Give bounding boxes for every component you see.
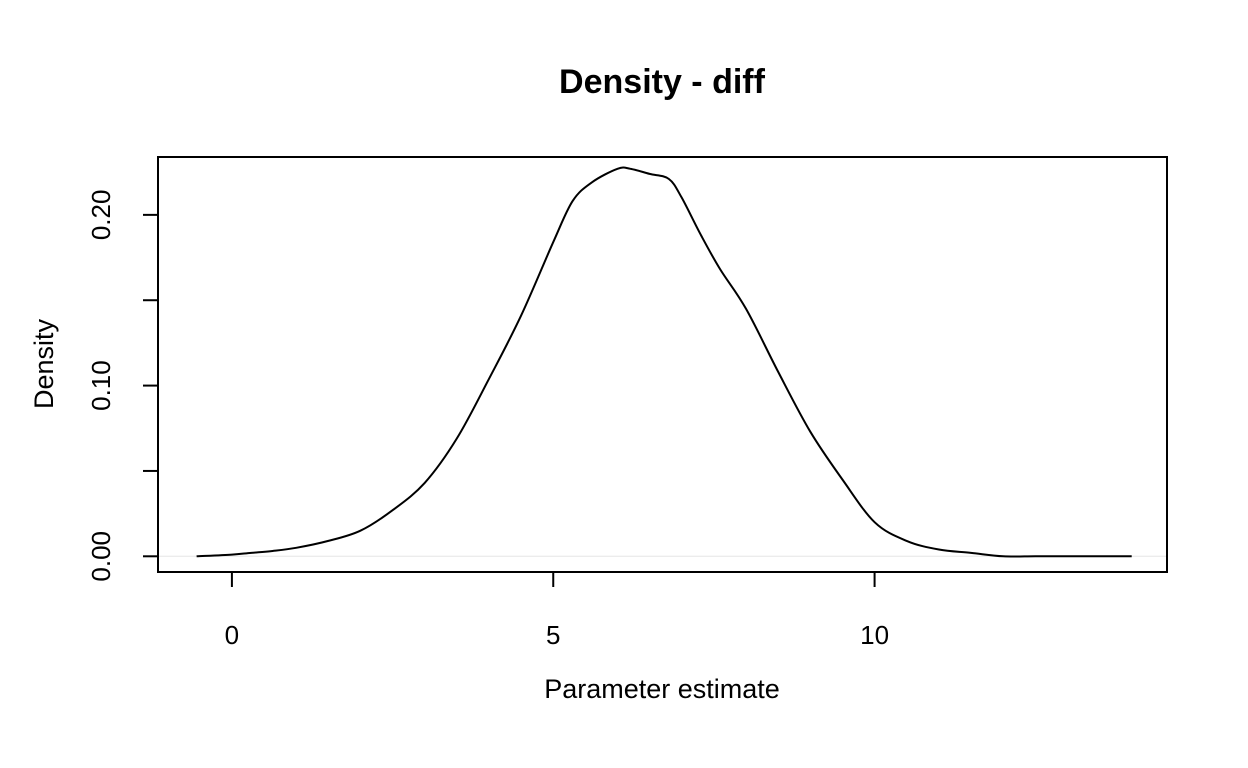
chart-title: Density - diff	[559, 63, 766, 101]
y-tick-label: 0.00	[86, 531, 116, 582]
x-axis-label: Parameter estimate	[544, 674, 780, 704]
x-tick-label: 10	[860, 620, 889, 650]
density-curve	[196, 166, 1132, 558]
y-axis-label: Density	[29, 318, 59, 409]
x-ticks: 0 5 10	[225, 572, 889, 650]
x-tick-label: 0	[225, 620, 239, 650]
y-tick-label: 0.20	[86, 190, 116, 241]
y-tick-label: 0.10	[86, 360, 116, 411]
y-ticks: 0.00 0.10 0.20	[86, 190, 158, 582]
plot-frame	[157, 156, 1168, 573]
x-tick-label: 5	[546, 620, 560, 650]
